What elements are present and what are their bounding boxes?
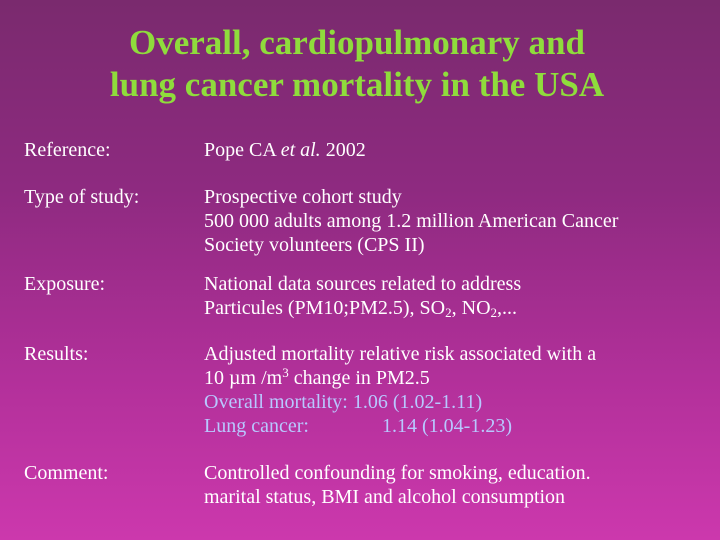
- study-line-3: Society volunteers (CPS II): [204, 234, 425, 256]
- results-line-2: 10 µm /m3 change in PM2.5: [204, 366, 596, 390]
- slide-title: Overall, cardiopulmonary and lung cancer…: [0, 22, 714, 106]
- study-type-value: Prospective cohort study 500 000 adults …: [204, 185, 618, 257]
- overall-mortality-row: Overall mortality: 1.06 (1.02-1.11): [204, 390, 596, 414]
- exposure-line-2: Particules (PM10;PM2.5), SO2, NO2,...: [204, 296, 521, 320]
- reference-year: 2002: [320, 139, 366, 161]
- study-type-label: Type of study:: [24, 186, 140, 208]
- results-change: change in PM2.5: [288, 367, 430, 389]
- overall-mortality-value: 1.06 (1.02-1.11): [347, 391, 483, 413]
- comment-label: Comment:: [24, 462, 109, 484]
- so2-subscript: 2: [445, 305, 452, 320]
- results-line-1: Adjusted mortality relative risk associa…: [204, 343, 597, 365]
- results-label: Results:: [24, 343, 89, 365]
- comment-line-2: marital status, BMI and alcohol consumpt…: [204, 486, 566, 508]
- study-line-1: Prospective cohort study: [204, 186, 402, 208]
- m3-superscript: 3: [282, 365, 289, 380]
- lung-cancer-row: Lung cancer: 1.14 (1.04-1.23): [204, 414, 596, 438]
- exposure-pollutants: Particules (PM10;PM2.5), SO: [204, 297, 446, 319]
- reference-value: Pope CA et al. 2002: [204, 138, 366, 162]
- title-line-1: Overall, cardiopulmonary and: [129, 23, 585, 62]
- reference-etal: et al.: [280, 139, 321, 161]
- title-line-2: lung cancer mortality in the USA: [109, 65, 605, 104]
- comment-line-1: Controlled confounding for smoking, educ…: [204, 462, 591, 484]
- exposure-ellipsis: ,...: [497, 297, 518, 319]
- exposure-line-1: National data sources related to address: [204, 273, 522, 295]
- results-unit: 10 µm /m: [204, 367, 283, 389]
- exposure-no: , NO: [451, 297, 491, 319]
- lung-cancer-value: 1.14 (1.04-1.23): [382, 415, 512, 437]
- results-value: Adjusted mortality relative risk associa…: [204, 342, 596, 438]
- no2-subscript: 2: [490, 305, 498, 320]
- exposure-label: Exposure:: [24, 273, 106, 295]
- exposure-value: National data sources related to address…: [204, 272, 521, 320]
- reference-authors: Pope CA: [204, 139, 281, 161]
- reference-label: Reference:: [24, 139, 111, 161]
- comment-value: Controlled confounding for smoking, educ…: [204, 461, 591, 509]
- overall-mortality-label: Overall mortality:: [204, 391, 348, 413]
- lung-cancer-label: Lung cancer:: [204, 415, 309, 437]
- study-line-2: 500 000 adults among 1.2 million America…: [204, 210, 619, 232]
